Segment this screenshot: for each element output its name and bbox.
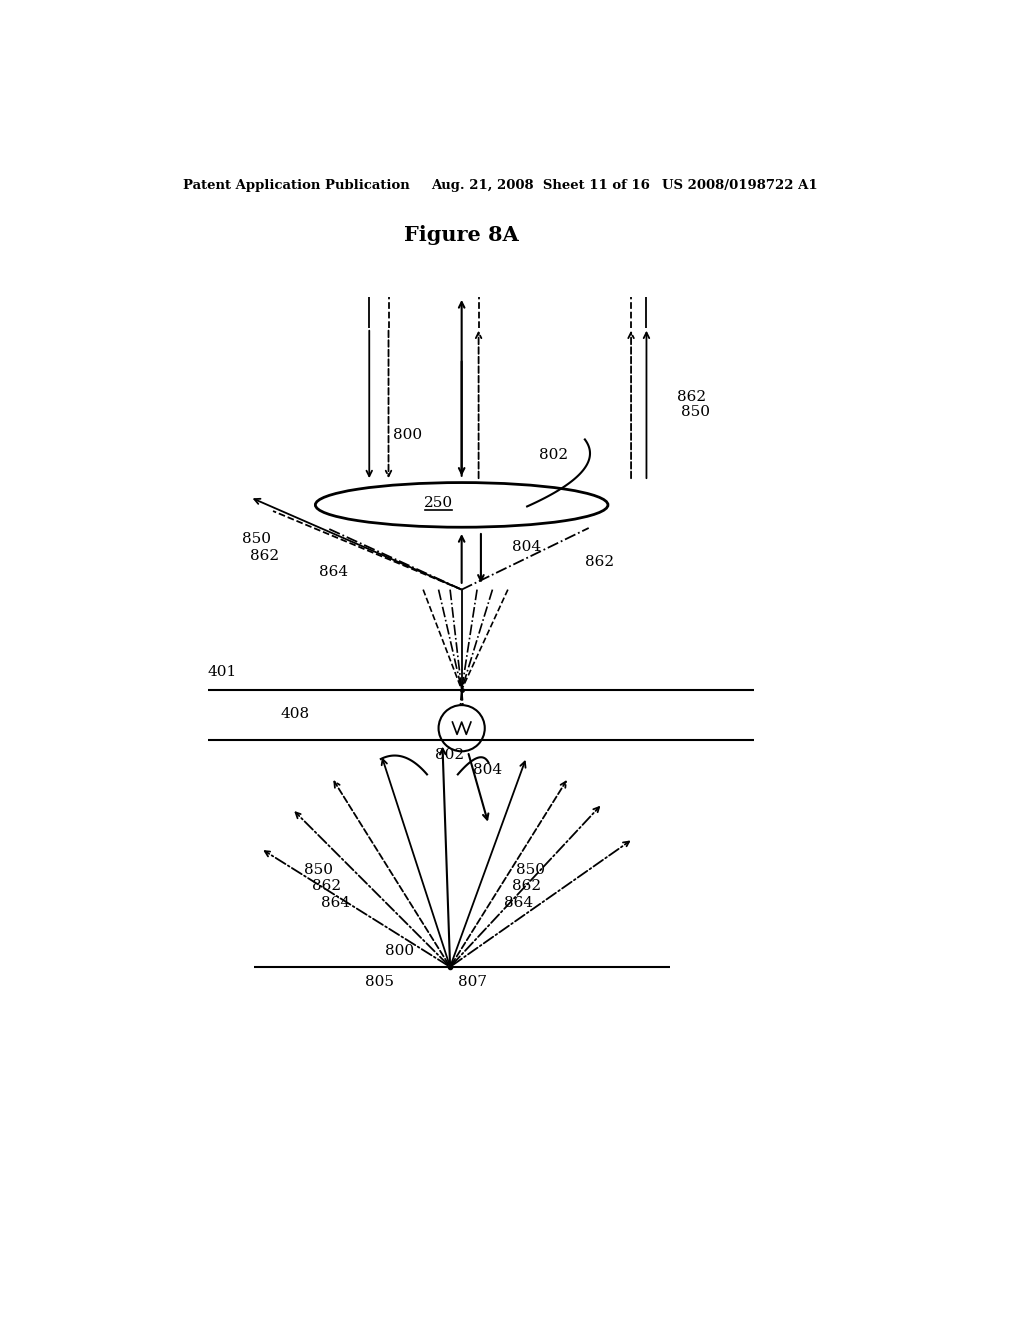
Text: 862: 862 — [311, 879, 341, 892]
Text: 408: 408 — [281, 708, 310, 721]
Text: 805: 805 — [366, 975, 394, 989]
Text: 802: 802 — [539, 447, 567, 462]
Text: 864: 864 — [319, 565, 348, 578]
Text: 850: 850 — [243, 532, 271, 546]
Text: US 2008/0198722 A1: US 2008/0198722 A1 — [662, 178, 817, 191]
Text: 800: 800 — [393, 429, 422, 442]
Text: 864: 864 — [504, 896, 534, 909]
Text: 800: 800 — [385, 944, 414, 958]
Text: 862: 862 — [512, 879, 541, 892]
Text: 850: 850 — [515, 863, 545, 878]
Text: Figure 8A: Figure 8A — [404, 226, 519, 246]
Text: Patent Application Publication: Patent Application Publication — [183, 178, 410, 191]
Text: 862: 862 — [250, 549, 279, 564]
Text: Aug. 21, 2008  Sheet 11 of 16: Aug. 21, 2008 Sheet 11 of 16 — [431, 178, 650, 191]
Text: 804: 804 — [473, 763, 503, 777]
Text: 862: 862 — [677, 389, 707, 404]
Text: 862: 862 — [585, 556, 614, 569]
Text: 850: 850 — [681, 405, 710, 420]
Text: 804: 804 — [512, 540, 541, 554]
Text: 250: 250 — [424, 496, 454, 511]
Text: 864: 864 — [321, 896, 350, 909]
Text: 850: 850 — [304, 863, 333, 878]
Text: 401: 401 — [208, 665, 237, 678]
Text: 802: 802 — [435, 748, 464, 762]
Text: 807: 807 — [458, 975, 486, 989]
